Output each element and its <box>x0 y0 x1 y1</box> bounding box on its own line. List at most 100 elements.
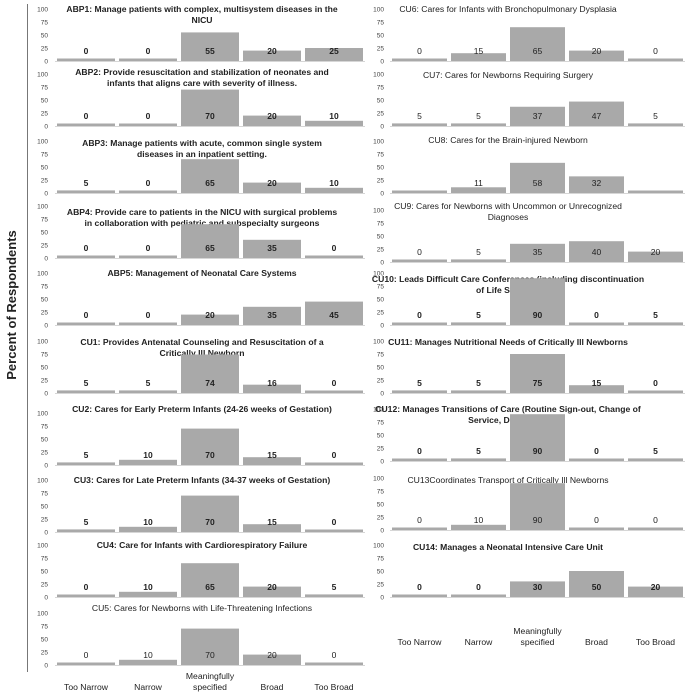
data-label: 0 <box>84 650 89 660</box>
y-tick-label: 0 <box>44 191 48 198</box>
y-tick-label: 100 <box>373 407 384 414</box>
bar <box>451 53 506 61</box>
y-tick-label: 0 <box>44 663 48 670</box>
y-tick-label: 100 <box>373 208 384 215</box>
panel-4: ABP4: Provide care to patients in the NI… <box>37 204 365 263</box>
panel-title-line: Service, Discharge) <box>468 415 548 425</box>
bar <box>181 314 239 325</box>
bar <box>451 524 506 530</box>
data-label: 75 <box>533 378 543 388</box>
y-tick-label: 50 <box>377 569 385 576</box>
data-label: 0 <box>417 247 422 257</box>
bar <box>57 594 115 597</box>
panel-title: CU6: Cares for Infants with Bronchopulmo… <box>399 4 617 14</box>
data-label: 0 <box>84 46 89 56</box>
panel-title: CU9: Cares for Newborns with Uncommon or… <box>394 201 622 222</box>
y-tick-label: 0 <box>44 256 48 263</box>
data-label: 15 <box>267 517 277 527</box>
data-label: 50 <box>592 582 602 592</box>
bar <box>305 301 363 325</box>
bar <box>243 182 301 193</box>
data-label: 55 <box>205 46 215 56</box>
panel-title-line: of Life Support) <box>476 285 540 295</box>
bar <box>243 654 301 665</box>
bar <box>569 571 624 597</box>
panel-11: CU6: Cares for Infants with Bronchopulmo… <box>373 4 685 66</box>
x-category-label-left: Meaningfully specified <box>186 671 235 692</box>
x-category-label-line: Narrow <box>134 682 162 692</box>
data-label: 35 <box>267 310 277 320</box>
panel-title-line: ABP1: Manage patients with complex, mult… <box>66 4 337 14</box>
y-tick-label: 25 <box>41 582 49 589</box>
data-label: 32 <box>592 178 602 188</box>
bar <box>451 187 506 193</box>
panel-title-line: CU12: Manages Transitions of Care (Routi… <box>375 404 641 414</box>
bar <box>569 101 624 126</box>
data-label: 5 <box>84 450 89 460</box>
panel-title-line: CU14: Manages a Neonatal Intensive Care … <box>413 542 603 552</box>
bar <box>181 354 239 393</box>
data-label: 0 <box>417 310 422 320</box>
y-tick-label: 75 <box>41 424 49 431</box>
panel-title-line: CU1: Provides Antenatal Counseling and R… <box>80 337 323 347</box>
bar <box>243 306 301 325</box>
bar <box>305 390 363 393</box>
data-label: 0 <box>653 46 658 56</box>
panel-title-line: infants that aligns care with severity o… <box>107 78 297 88</box>
data-label: 5 <box>417 378 422 388</box>
panel-7: CU2: Cares for Early Preterm Infants (24… <box>37 404 365 470</box>
panel-title-line: Diagnoses <box>488 212 529 222</box>
y-tick-label: 50 <box>377 33 385 40</box>
y-tick-label: 25 <box>377 515 385 522</box>
data-label: 5 <box>476 111 481 121</box>
data-label: 0 <box>84 111 89 121</box>
bar <box>181 159 239 193</box>
y-tick-label: 75 <box>377 85 385 92</box>
data-label: 15 <box>474 46 484 56</box>
y-tick-label: 100 <box>37 271 48 278</box>
bar <box>510 414 565 461</box>
bar <box>628 322 683 325</box>
data-label: 0 <box>417 446 422 456</box>
data-label: 20 <box>651 247 661 257</box>
bar <box>243 239 301 258</box>
data-label: 58 <box>533 178 543 188</box>
y-tick-label: 0 <box>380 59 384 66</box>
bar <box>451 322 506 325</box>
data-label: 0 <box>146 243 151 253</box>
data-label: 5 <box>476 247 481 257</box>
data-label: 37 <box>533 111 543 121</box>
panel-14: CU9: Cares for Newborns with Uncommon or… <box>373 201 685 267</box>
y-tick-label: 25 <box>41 46 49 53</box>
x-category-label-line: specified <box>193 682 227 692</box>
bar <box>181 32 239 61</box>
data-label: 10 <box>474 515 484 525</box>
x-category-label-left: Narrow <box>134 682 162 692</box>
bar <box>569 50 624 61</box>
y-tick-label: 100 <box>373 72 384 79</box>
bar <box>510 483 565 530</box>
data-label: 65 <box>205 582 215 592</box>
panel-title: CU1: Provides Antenatal Counseling and R… <box>80 337 323 358</box>
y-tick-label: 100 <box>373 271 384 278</box>
data-label: 30 <box>533 582 543 592</box>
y-tick-label: 75 <box>377 284 385 291</box>
y-tick-label: 25 <box>377 378 385 385</box>
y-tick-label: 75 <box>377 152 385 159</box>
bar <box>181 563 239 597</box>
bar <box>392 322 447 325</box>
panel-9: CU4: Care for Infants with Cardiorespira… <box>37 540 365 602</box>
y-tick-label: 75 <box>377 352 385 359</box>
y-tick-label: 0 <box>44 124 48 131</box>
bar <box>569 322 624 325</box>
data-label: 0 <box>653 515 658 525</box>
data-label: 90 <box>533 515 543 525</box>
y-tick-label: 100 <box>373 139 384 146</box>
bar <box>451 259 506 262</box>
x-category-label-line: Too Narrow <box>398 637 443 647</box>
bar <box>243 50 301 61</box>
y-tick-label: 75 <box>377 556 385 563</box>
panel-16: CU11: Manages Nutritional Needs of Criti… <box>373 337 685 398</box>
